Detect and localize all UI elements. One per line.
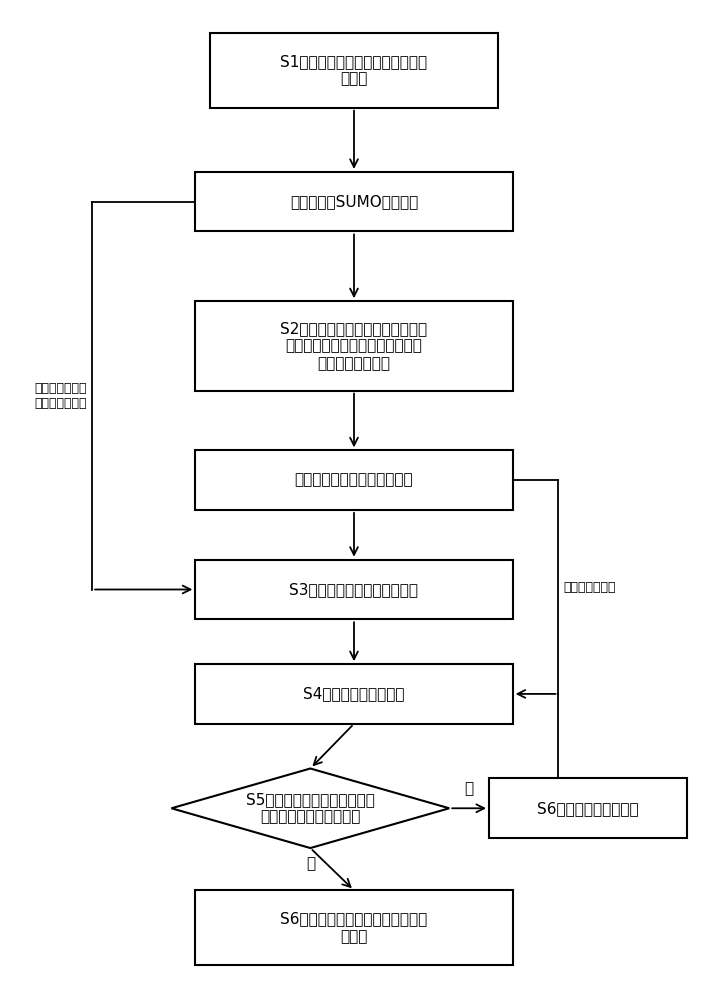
- Text: S4、建立固定配时方案: S4、建立固定配时方案: [303, 686, 405, 701]
- Text: S2、采集车辆在车道上的位置和速
度的数据，代入跟车模型运用模拟
退火算法进行计算: S2、采集车辆在车道上的位置和速 度的数据，代入跟车模型运用模拟 退火算法进行计…: [280, 321, 428, 371]
- Polygon shape: [171, 768, 450, 848]
- Bar: [195, 664, 513, 724]
- Text: 是: 是: [306, 856, 315, 871]
- Bar: [210, 33, 498, 108]
- Bar: [195, 890, 513, 965]
- Bar: [489, 778, 687, 838]
- Text: 动态地修改调整: 动态地修改调整: [564, 581, 616, 594]
- Text: S5、判断能否让整个模拟信号
周期内的等待车辆数降低: S5、判断能否让整个模拟信号 周期内的等待车辆数降低: [246, 792, 375, 824]
- Text: 得到单路口最优配时解决方案: 得到单路口最优配时解决方案: [295, 473, 413, 488]
- Text: S6、定量分析得到全局最优配时解
决方案: S6、定量分析得到全局最优配时解 决方案: [280, 911, 428, 944]
- Bar: [195, 301, 513, 391]
- Text: 代入模型进行实
时信号周期配时: 代入模型进行实 时信号周期配时: [35, 382, 87, 410]
- Text: S1、计算整个车流一个信号周期内
的数据: S1、计算整个车流一个信号周期内 的数据: [280, 54, 428, 87]
- Text: 否: 否: [464, 781, 474, 796]
- Bar: [195, 172, 513, 231]
- Bar: [195, 450, 513, 510]
- Text: S3、采集路口间的车流量数据: S3、采集路口间的车流量数据: [290, 582, 418, 597]
- Text: 建立单路口SUMO分析模型: 建立单路口SUMO分析模型: [290, 194, 418, 209]
- Bar: [195, 560, 513, 619]
- Text: S6、重新调整模型参数: S6、重新调整模型参数: [537, 801, 639, 816]
